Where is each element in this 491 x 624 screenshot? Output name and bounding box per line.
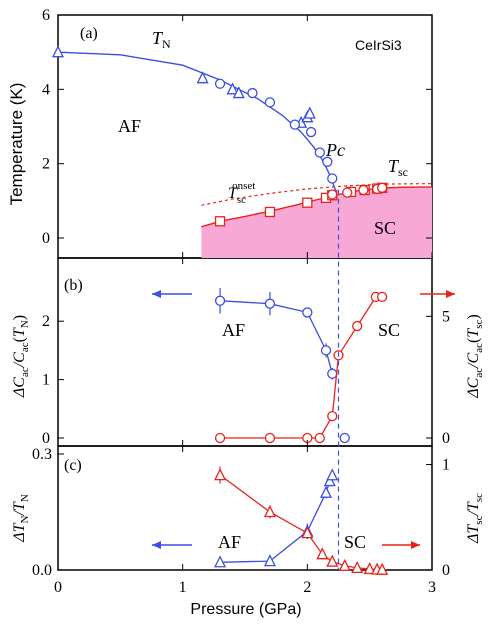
data-point-tsc xyxy=(264,206,276,218)
sc-label-b: SC xyxy=(378,320,400,340)
data-point-tn xyxy=(247,87,258,99)
arrow-left-axis-c xyxy=(152,541,192,549)
y-tick-label-b-right: 0 xyxy=(442,430,450,447)
y-tick-label-b-left: 1 xyxy=(42,372,50,389)
y-axis-label-b-left: ΔCac/Cac(TN) xyxy=(11,315,31,398)
data-point-af xyxy=(264,298,276,309)
data-point-tn xyxy=(232,86,245,99)
data-point-tn xyxy=(214,78,226,89)
data-point-tsc xyxy=(214,216,226,227)
data-point-tn xyxy=(51,45,65,58)
data-point-tn xyxy=(303,106,316,119)
y-tick-label-c-left: 0.3 xyxy=(32,446,52,463)
data-point-af xyxy=(302,307,313,318)
data-point-sc xyxy=(352,320,363,332)
data-point-sc xyxy=(316,547,329,560)
data-point-af xyxy=(319,485,333,498)
data-point-tn xyxy=(322,156,333,167)
data-point-af xyxy=(326,468,339,481)
data-point-tsc xyxy=(342,187,353,198)
data-point-af xyxy=(214,295,226,306)
y-tick-label-c-right: 0 xyxy=(442,562,450,579)
af-label-b: AF xyxy=(222,320,245,340)
data-point-af xyxy=(339,432,350,444)
panel-label-a: (a) xyxy=(80,25,98,42)
data-point-sc xyxy=(214,432,226,444)
data-point-tsc xyxy=(358,184,369,196)
panel-label-b: (b) xyxy=(64,277,83,294)
y-tick-label-c-right: 1 xyxy=(442,457,450,474)
arrow-right-axis-c xyxy=(382,541,420,549)
data-point-tn xyxy=(327,173,338,184)
y-tick-label-a: 4 xyxy=(42,81,50,98)
data-point-af xyxy=(320,345,332,356)
data-point-af xyxy=(327,368,338,379)
data-point-sc xyxy=(363,561,376,575)
panel-frame-c xyxy=(57,445,433,571)
data-point-sc xyxy=(214,468,227,481)
panel-label-c: (c) xyxy=(64,457,82,474)
superconducting-region-fill xyxy=(201,187,432,258)
data-point-sc xyxy=(263,505,276,518)
tn-label: TN xyxy=(152,28,171,51)
pc-label: Pc xyxy=(325,140,345,160)
arrow-right-axis-b xyxy=(420,290,455,298)
data-point-tn xyxy=(305,126,317,138)
y-axis-label-c-right: ΔTsc/Tsc xyxy=(465,493,485,544)
data-point-tsc xyxy=(327,189,338,200)
data-point-sc xyxy=(351,560,364,574)
series-line-sc xyxy=(220,296,383,439)
y-tick-label-b-left: 0 xyxy=(42,430,50,447)
data-point-sc xyxy=(301,526,314,539)
compound-label: CeIrSi3 xyxy=(355,37,402,53)
tsc-onset-label: Tsconset xyxy=(228,180,255,206)
data-point-tn xyxy=(226,82,239,95)
data-point-sc xyxy=(338,558,351,571)
y-tick-label-b-right: 5 xyxy=(442,308,450,325)
data-point-sc xyxy=(327,410,338,422)
x-tick-label: 3 xyxy=(428,579,436,596)
af-label-c: AF xyxy=(218,532,241,552)
tsc-onset-curve xyxy=(201,183,432,206)
data-point-tn xyxy=(264,97,276,108)
data-point-tsc xyxy=(302,197,313,208)
tsc-label: Tsc xyxy=(388,156,408,179)
data-point-af xyxy=(323,474,336,487)
data-point-sc xyxy=(376,291,388,303)
data-point-tn xyxy=(314,147,325,158)
y-axis-label-b-right: ΔCac/Cac(Tsc) xyxy=(465,314,485,398)
data-point-tn xyxy=(289,119,301,130)
series-line-sc xyxy=(219,474,383,571)
sc-label-c: SC xyxy=(344,532,366,552)
data-point-sc xyxy=(264,432,276,444)
x-axis-label: Pressure (GPa) xyxy=(190,601,301,618)
panel-frame-b xyxy=(57,257,433,447)
data-point-sc xyxy=(376,562,389,575)
data-point-af xyxy=(263,554,276,567)
data-point-sc xyxy=(314,432,325,444)
sc-region-label: SC xyxy=(374,218,396,238)
data-point-sc xyxy=(326,554,339,567)
y-tick-label-a: 2 xyxy=(42,156,50,173)
data-point-af xyxy=(214,555,227,568)
arrow-left-axis-b xyxy=(152,290,192,298)
af-region-label: AF xyxy=(118,116,141,136)
x-tick-label: 2 xyxy=(303,579,311,596)
data-point-tn xyxy=(196,71,209,84)
y-tick-label-a: 6 xyxy=(42,7,50,24)
y-tick-label-c-left: 0.0 xyxy=(32,562,52,579)
y-tick-label-a: 0 xyxy=(42,230,50,247)
y-tick-label-b-left: 2 xyxy=(42,313,50,330)
x-tick-label: 0 xyxy=(54,579,62,596)
y-axis-label-c-left: ΔTN/TN xyxy=(11,494,31,543)
data-point-tsc xyxy=(376,182,388,193)
x-tick-label: 1 xyxy=(179,579,187,596)
y-axis-label-a: Temperature (K) xyxy=(7,83,26,206)
